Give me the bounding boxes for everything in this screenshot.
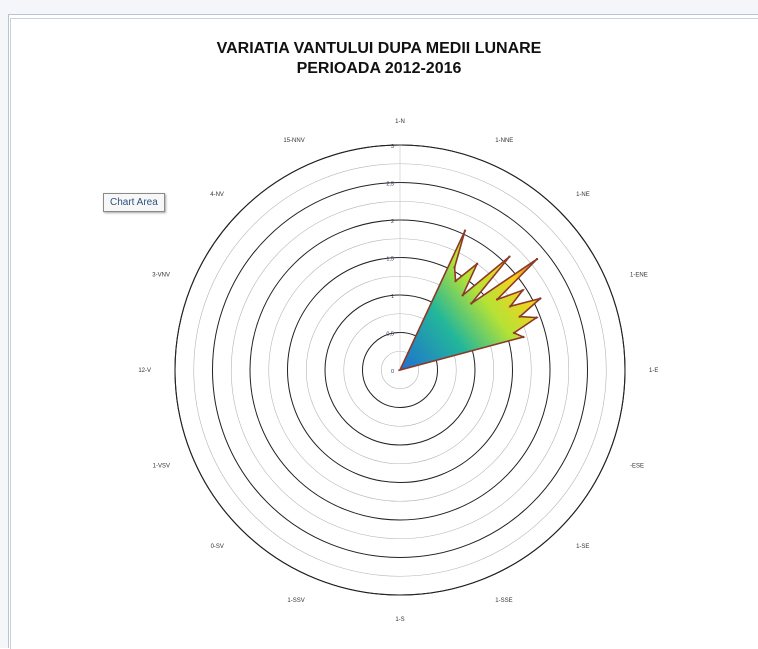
- direction-label: 15-NNV: [283, 138, 304, 144]
- data-point[interactable]: [475, 262, 479, 266]
- data-point[interactable]: [508, 255, 511, 258]
- direction-label: -ESE: [630, 463, 644, 469]
- direction-label: 4-NV: [210, 192, 224, 198]
- direction-label: 3-VNV: [152, 273, 170, 279]
- data-point[interactable]: [518, 315, 522, 318]
- data-point[interactable]: [461, 294, 464, 297]
- direction-label: 1-S: [395, 617, 404, 623]
- data-point[interactable]: [509, 305, 512, 308]
- data-point[interactable]: [535, 316, 538, 319]
- direction-label: 1-SSE: [495, 598, 512, 604]
- row-ruler: [0, 14, 9, 648]
- radial-tick-label: 2,5: [386, 182, 394, 188]
- direction-label: 12-V: [138, 368, 151, 374]
- direction-label: 1-SSV: [287, 598, 304, 604]
- radial-tick-label: 3: [391, 144, 394, 150]
- radial-tick-label: 1: [391, 294, 394, 300]
- column-ruler: [0, 0, 758, 15]
- direction-label: 1-SE: [576, 544, 589, 550]
- chart-sheet[interactable]: [10, 18, 758, 649]
- data-point[interactable]: [521, 289, 524, 292]
- series-area[interactable]: [398, 230, 541, 372]
- data-point[interactable]: [454, 279, 457, 283]
- data-point[interactable]: [495, 298, 499, 301]
- data-point[interactable]: [521, 335, 525, 339]
- radial-tick-label: 1,5: [386, 257, 394, 263]
- direction-label: 0-SV: [211, 544, 224, 550]
- data-point[interactable]: [512, 331, 516, 335]
- chart-subtitle: PERIOADA 2012-2016: [296, 60, 462, 77]
- chart-area-tooltip: Chart Area: [103, 193, 165, 212]
- chart-title: VARIATIA VANTULUI DUPA MEDII LUNARE: [216, 40, 542, 57]
- radial-tick-label: 0: [391, 369, 394, 375]
- data-point[interactable]: [463, 229, 467, 232]
- data-point[interactable]: [470, 302, 473, 305]
- data-point[interactable]: [539, 297, 542, 300]
- direction-label: 1-N: [395, 119, 405, 125]
- direction-label: 1-ENE: [630, 273, 648, 279]
- direction-label: 1-VSV: [153, 463, 170, 469]
- radial-tick-label: 0,5: [386, 332, 394, 338]
- data-point[interactable]: [453, 266, 456, 269]
- direction-label: 1-NNE: [495, 138, 513, 144]
- direction-label: 1-NE: [576, 192, 590, 198]
- direction-label: 1-E: [649, 368, 658, 374]
- data-point[interactable]: [535, 257, 539, 261]
- radial-tick-label: 2: [391, 219, 394, 225]
